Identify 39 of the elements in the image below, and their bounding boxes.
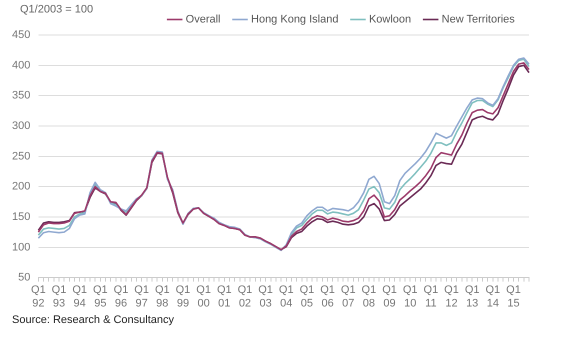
y-tick-label: 150: [12, 210, 30, 223]
y-axis-title: Q1/2003 = 100: [20, 4, 94, 16]
y-tick-label: 200: [12, 180, 30, 193]
x-tick-label: Q1 00: [196, 284, 211, 310]
legend-label: New Territories: [442, 14, 516, 26]
y-tick-label: 450: [12, 29, 30, 42]
x-tick-label: Q1 96: [114, 284, 128, 310]
x-tick-label: Q1 92: [31, 284, 46, 310]
x-tick-label: Q1 11: [424, 284, 438, 310]
x-tick-label: Q1 08: [362, 284, 376, 310]
y-tick-label: 400: [12, 59, 30, 72]
x-tick-label: Q1 04: [278, 284, 294, 310]
x-tick-label: Q1 01: [216, 284, 232, 310]
y-tick-label: 350: [12, 90, 30, 102]
x-tick-label: Q1 02: [238, 284, 252, 310]
x-tick-label: Q1 07: [340, 284, 356, 310]
x-tick-label: Q1 98: [154, 284, 170, 310]
x-tick-label: Q1 14: [486, 284, 500, 310]
x-tick-label: Q1 06: [320, 284, 335, 310]
x-tick-label: Q1 12: [444, 284, 459, 310]
source-note: Source: Research & Consultancy: [12, 314, 174, 326]
x-tick-label: Q1 05: [300, 284, 314, 310]
x-tick-label: Q1 15: [506, 284, 521, 310]
y-tick-label: 250: [12, 150, 30, 162]
x-tick-label: Q1 97: [134, 284, 149, 310]
y-tick-label: 50: [18, 272, 30, 284]
legend-label: Hong Kong Island: [251, 14, 338, 26]
x-tick-label: Q1 09: [382, 284, 397, 310]
x-tick-label: Q1 93: [52, 284, 66, 310]
y-tick-label: 100: [12, 241, 30, 254]
x-tick-label: Q1 95: [92, 284, 108, 310]
legend-label: Kowloon: [368, 14, 412, 26]
legend-label: Overall: [186, 14, 221, 26]
x-tick-label: Q1 99: [176, 284, 190, 310]
x-tick-label: Q1 94: [72, 284, 88, 310]
x-tick-label: Q1 10: [402, 284, 418, 310]
y-tick-label: 300: [12, 120, 30, 132]
x-tick-label: Q1 03: [258, 284, 273, 310]
x-tick-label: Q1 13: [464, 284, 480, 310]
